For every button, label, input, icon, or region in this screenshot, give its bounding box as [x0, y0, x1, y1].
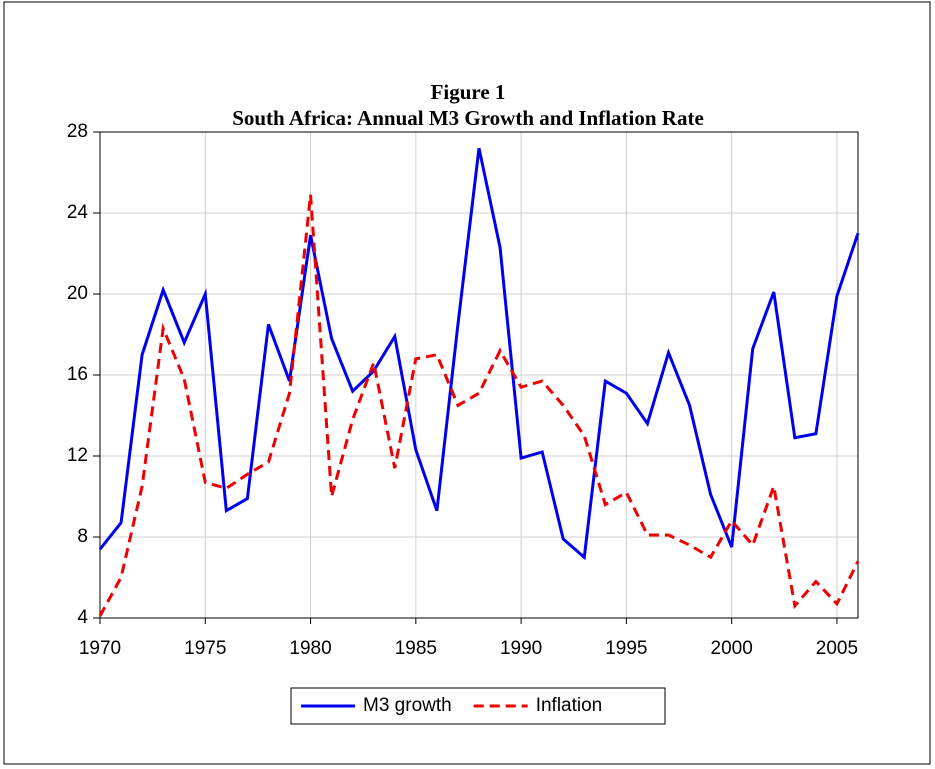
y-tick-label: 16 — [67, 364, 88, 385]
x-tick-label: 1995 — [605, 638, 647, 659]
y-tick-label: 8 — [77, 526, 88, 547]
frame — [3, 1, 931, 765]
y-tick-label: 28 — [67, 121, 88, 142]
x-tick-label: 1975 — [184, 638, 226, 659]
x-tick-label: 1985 — [395, 638, 437, 659]
y-tick-label: 20 — [67, 283, 88, 304]
x-tick-label: 1980 — [289, 638, 331, 659]
legend-label: Inflation — [536, 695, 603, 716]
plot-border — [99, 131, 859, 619]
y-tick-label: 12 — [67, 445, 88, 466]
y-tick-label: 4 — [77, 607, 88, 628]
x-tick-label: 1970 — [79, 638, 121, 659]
legend-label: M3 growth — [363, 695, 452, 716]
chart-subtitle: South Africa: Annual M3 Growth and Infla… — [232, 106, 704, 130]
series-line — [98, 147, 860, 561]
x-tick-label: 2005 — [816, 638, 858, 659]
x-tick-label: 1990 — [500, 638, 542, 659]
chart-title: Figure 1 — [431, 80, 506, 104]
y-tick-label: 24 — [67, 202, 89, 223]
x-tick-label: 2000 — [711, 638, 753, 659]
